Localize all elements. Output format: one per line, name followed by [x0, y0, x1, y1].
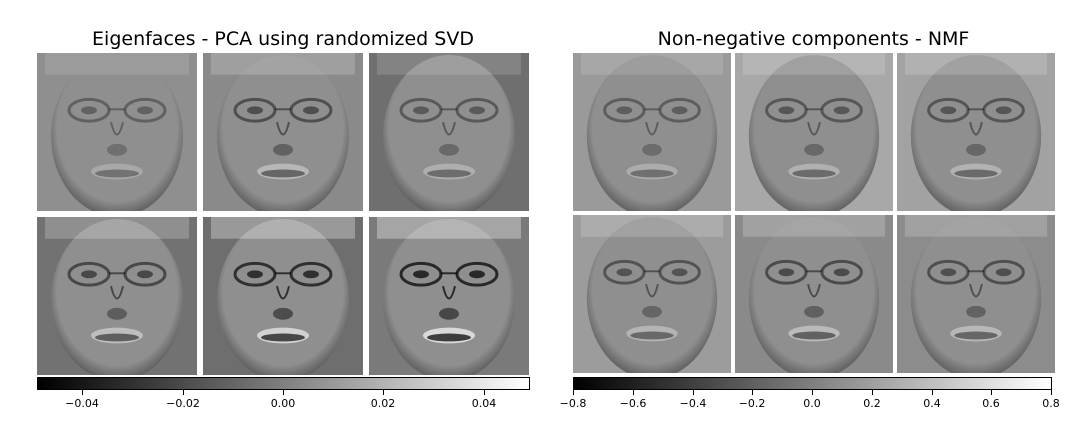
colorbar-tick-label: −0.04 — [65, 397, 99, 410]
eigenface-6 — [369, 217, 529, 375]
nmf-colorbar — [573, 377, 1052, 390]
colorbar-tick — [183, 390, 184, 395]
pca-colorbar — [37, 377, 530, 390]
colorbar-tick — [1051, 390, 1052, 395]
nmf-component-5 — [735, 215, 893, 373]
colorbar-tick-label: −0.02 — [166, 397, 200, 410]
nmf-component-2 — [735, 53, 893, 211]
colorbar-tick — [872, 390, 873, 395]
colorbar-tick-label: −0.4 — [679, 397, 707, 410]
colorbar-tick-label: 0.2 — [863, 397, 881, 410]
colorbar-tick-label: 0.04 — [471, 397, 497, 410]
colorbar-tick-label: 0.6 — [982, 397, 1000, 410]
colorbar-tick — [383, 390, 384, 395]
colorbar-tick — [812, 390, 813, 395]
eigenface-3 — [369, 53, 529, 211]
colorbar-tick — [573, 390, 574, 395]
eigenface-5 — [203, 217, 363, 375]
colorbar-tick — [484, 390, 485, 395]
colorbar-tick-label: 0.02 — [370, 397, 396, 410]
colorbar-tick — [693, 390, 694, 395]
pca-panel-title: Eigenfaces - PCA using randomized SVD — [92, 28, 474, 50]
colorbar-tick — [752, 390, 753, 395]
colorbar-tick-label: −0.8 — [559, 397, 587, 410]
colorbar-tick — [991, 390, 992, 395]
colorbar-tick-label: 0.4 — [923, 397, 941, 410]
colorbar-tick-label: −0.2 — [738, 397, 766, 410]
colorbar-tick — [283, 390, 284, 395]
colorbar-tick — [633, 390, 634, 395]
eigenface-2 — [203, 53, 363, 211]
pca-eigenface-grid — [37, 53, 529, 375]
eigenface-1 — [37, 53, 197, 211]
eigenface-4 — [37, 217, 197, 375]
colorbar-tick-label: −0.6 — [619, 397, 647, 410]
colorbar-tick — [932, 390, 933, 395]
colorbar-tick-label: 0.0 — [803, 397, 821, 410]
nmf-panel-title: Non-negative components - NMF — [657, 28, 970, 50]
nmf-component-3 — [897, 53, 1055, 211]
nmf-component-6 — [897, 215, 1055, 373]
colorbar-tick-label: 0.8 — [1042, 397, 1060, 410]
nmf-component-1 — [573, 53, 731, 211]
nmf-component-grid — [573, 53, 1055, 375]
colorbar-tick — [82, 390, 83, 395]
nmf-component-4 — [573, 215, 731, 373]
colorbar-tick-label: 0.00 — [270, 397, 296, 410]
